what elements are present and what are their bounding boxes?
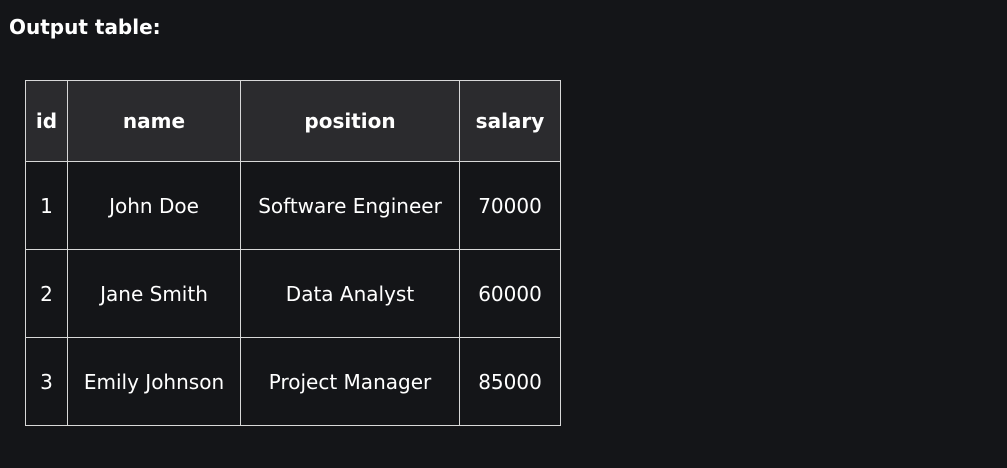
cell-position: Data Analyst (240, 249, 460, 338)
cell-id: 1 (25, 161, 68, 250)
cell-position: Project Manager (240, 337, 460, 426)
cell-salary: 85000 (459, 337, 561, 426)
column-header-id: id (25, 80, 68, 162)
column-header-name: name (67, 80, 241, 162)
output-table: id name position salary 1 John Doe Softw… (25, 80, 561, 426)
cell-name: John Doe (67, 161, 241, 250)
cell-name: Emily Johnson (67, 337, 241, 426)
table-row: 3 Emily Johnson Project Manager 85000 (25, 337, 561, 426)
cell-position: Software Engineer (240, 161, 460, 250)
cell-id: 2 (25, 249, 68, 338)
cell-salary: 70000 (459, 161, 561, 250)
output-table-heading: Output table: (9, 15, 161, 39)
column-header-salary: salary (459, 80, 561, 162)
cell-id: 3 (25, 337, 68, 426)
cell-name: Jane Smith (67, 249, 241, 338)
table-row: 2 Jane Smith Data Analyst 60000 (25, 249, 561, 338)
cell-salary: 60000 (459, 249, 561, 338)
column-header-position: position (240, 80, 460, 162)
table-header-row: id name position salary (25, 80, 561, 162)
table-row: 1 John Doe Software Engineer 70000 (25, 161, 561, 250)
